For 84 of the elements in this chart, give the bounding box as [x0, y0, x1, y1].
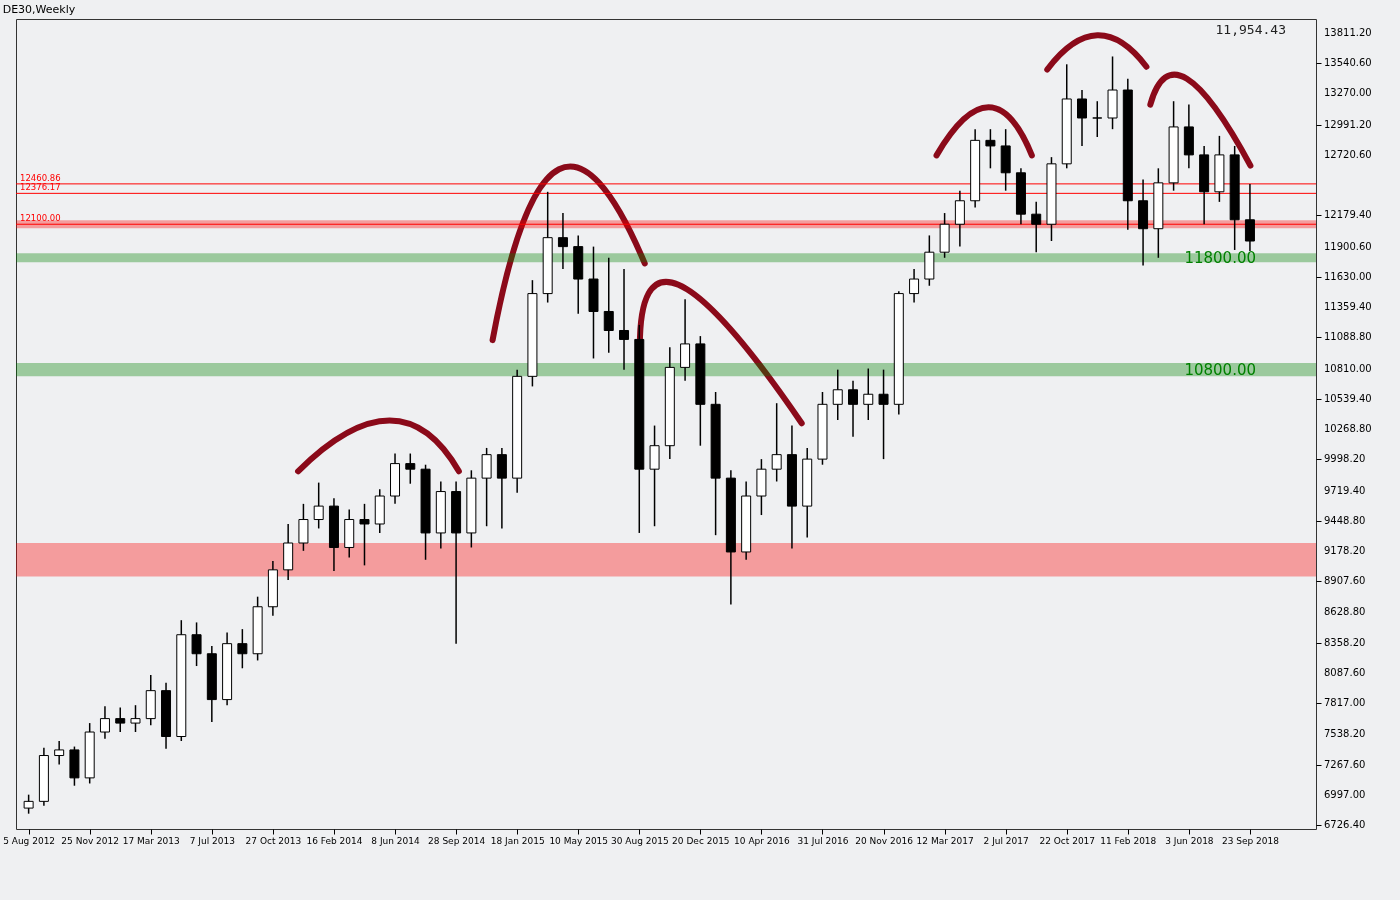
x-tick-label: 12 Mar 2017: [916, 835, 974, 846]
y-tick-label: 7538.20: [1324, 728, 1366, 740]
x-tick-label: 8 Jun 2014: [371, 835, 420, 846]
x-tick-label: 20 Dec 2015: [672, 835, 730, 846]
ref-line-label: 12100.00: [20, 213, 61, 224]
x-tick-label: 25 Nov 2012: [61, 835, 120, 846]
y-tick-label: 8358.20: [1324, 636, 1366, 648]
x-tick-label: 20 Nov 2016: [855, 835, 914, 846]
x-tick-label: 18 Jan 2015: [490, 835, 545, 846]
x-tick-label: 23 Sep 2018: [1221, 835, 1280, 846]
candlestick: [1031, 201, 1042, 253]
x-tick-label: 22 Oct 2017: [1039, 835, 1096, 846]
y-tick-label: 12720.60: [1324, 148, 1372, 160]
candlestick: [298, 503, 309, 552]
x-tick-label: 3 Jun 2018: [1165, 835, 1214, 846]
y-tick-label: 13811.20: [1324, 26, 1372, 38]
y-tick-label: 11088.80: [1324, 331, 1372, 343]
chart-title: DE30,Weekly: [2, 3, 76, 16]
candlestick: [1244, 183, 1255, 252]
x-tick-label: 10 May 2015: [549, 835, 609, 846]
band-label: 10800.00: [1184, 360, 1256, 379]
candlestick: [405, 452, 416, 485]
annotation: 11,954.43: [1215, 22, 1286, 37]
candlestick: [54, 740, 65, 766]
y-tick-label: 9998.20: [1324, 453, 1366, 465]
x-tick-label: 28 Sep 2014: [428, 835, 486, 846]
x-tick-label: 2 Jul 2017: [983, 835, 1029, 846]
y-tick-label: 12991.20: [1324, 118, 1372, 130]
candlestick: [771, 402, 782, 483]
y-tick-label: 6726.40: [1324, 819, 1366, 831]
candlestick: [649, 424, 660, 527]
candlestick: [954, 189, 965, 248]
y-tick-label: 12179.40: [1324, 209, 1372, 221]
candlestick: [680, 298, 691, 382]
candlestick: [99, 705, 110, 740]
candlestick: [832, 368, 843, 421]
y-tick-label: 11900.60: [1324, 240, 1372, 252]
x-tick-label: 30 Aug 2015: [610, 835, 669, 846]
y-tick-label: 7817.00: [1324, 697, 1366, 709]
candlestick: [619, 268, 630, 371]
candlestick: [909, 268, 920, 304]
candlestick: [23, 793, 34, 815]
y-tick-label: 8907.60: [1324, 575, 1366, 587]
candlestick: [313, 481, 324, 530]
candlestick: [130, 704, 141, 733]
x-tick-label: 10 Apr 2016: [734, 835, 791, 846]
y-tick-label: 11359.40: [1324, 301, 1372, 313]
candlestick: [359, 503, 370, 567]
candlestick: [603, 257, 614, 354]
y-tick-label: 7267.60: [1324, 758, 1366, 770]
y-tick-label: 13270.00: [1324, 87, 1372, 99]
y-tick-label: 8628.80: [1324, 606, 1366, 618]
candlestick: [191, 621, 202, 667]
candlestick: [496, 447, 507, 530]
y-tick-label: 6997.00: [1324, 789, 1366, 800]
x-tick-label: 27 Oct 2013: [245, 835, 302, 846]
x-tick-label: 16 Feb 2014: [306, 835, 363, 846]
x-tick-label: 31 Jul 2016: [797, 835, 849, 846]
candlestick: [237, 628, 248, 670]
x-tick-label: 5 Aug 2012: [3, 835, 56, 846]
ref-line-label: 12460.86: [20, 172, 61, 183]
y-tick-label: 10810.00: [1324, 362, 1372, 374]
candlestick: [848, 380, 859, 438]
x-tick-label: 11 Feb 2018: [1100, 835, 1157, 846]
band-label: 11800.00: [1184, 248, 1256, 267]
y-tick-label: 10539.40: [1324, 392, 1372, 404]
x-tick-label: 7 Jul 2013: [189, 835, 235, 846]
candlestick: [878, 368, 889, 460]
y-tick-label: 11630.00: [1324, 270, 1372, 282]
candlestick: [863, 367, 874, 421]
y-tick-label: 9448.80: [1324, 514, 1366, 526]
y-tick-label: 8087.60: [1324, 667, 1366, 679]
candlestick: [481, 447, 492, 527]
candlestick: [557, 212, 568, 270]
candlestick: [1092, 100, 1103, 138]
ref-line-label: 12376.17: [20, 182, 61, 193]
candlestick: [985, 128, 996, 170]
x-tick-label: 17 Mar 2013: [122, 835, 180, 846]
y-tick-label: 10268.80: [1324, 423, 1372, 435]
candlestick: [1077, 89, 1088, 147]
candlestick: [115, 706, 126, 733]
y-tick-label: 9178.20: [1324, 545, 1366, 557]
y-tick-label: 13540.60: [1324, 57, 1372, 69]
y-tick-label: 9719.40: [1324, 484, 1366, 496]
